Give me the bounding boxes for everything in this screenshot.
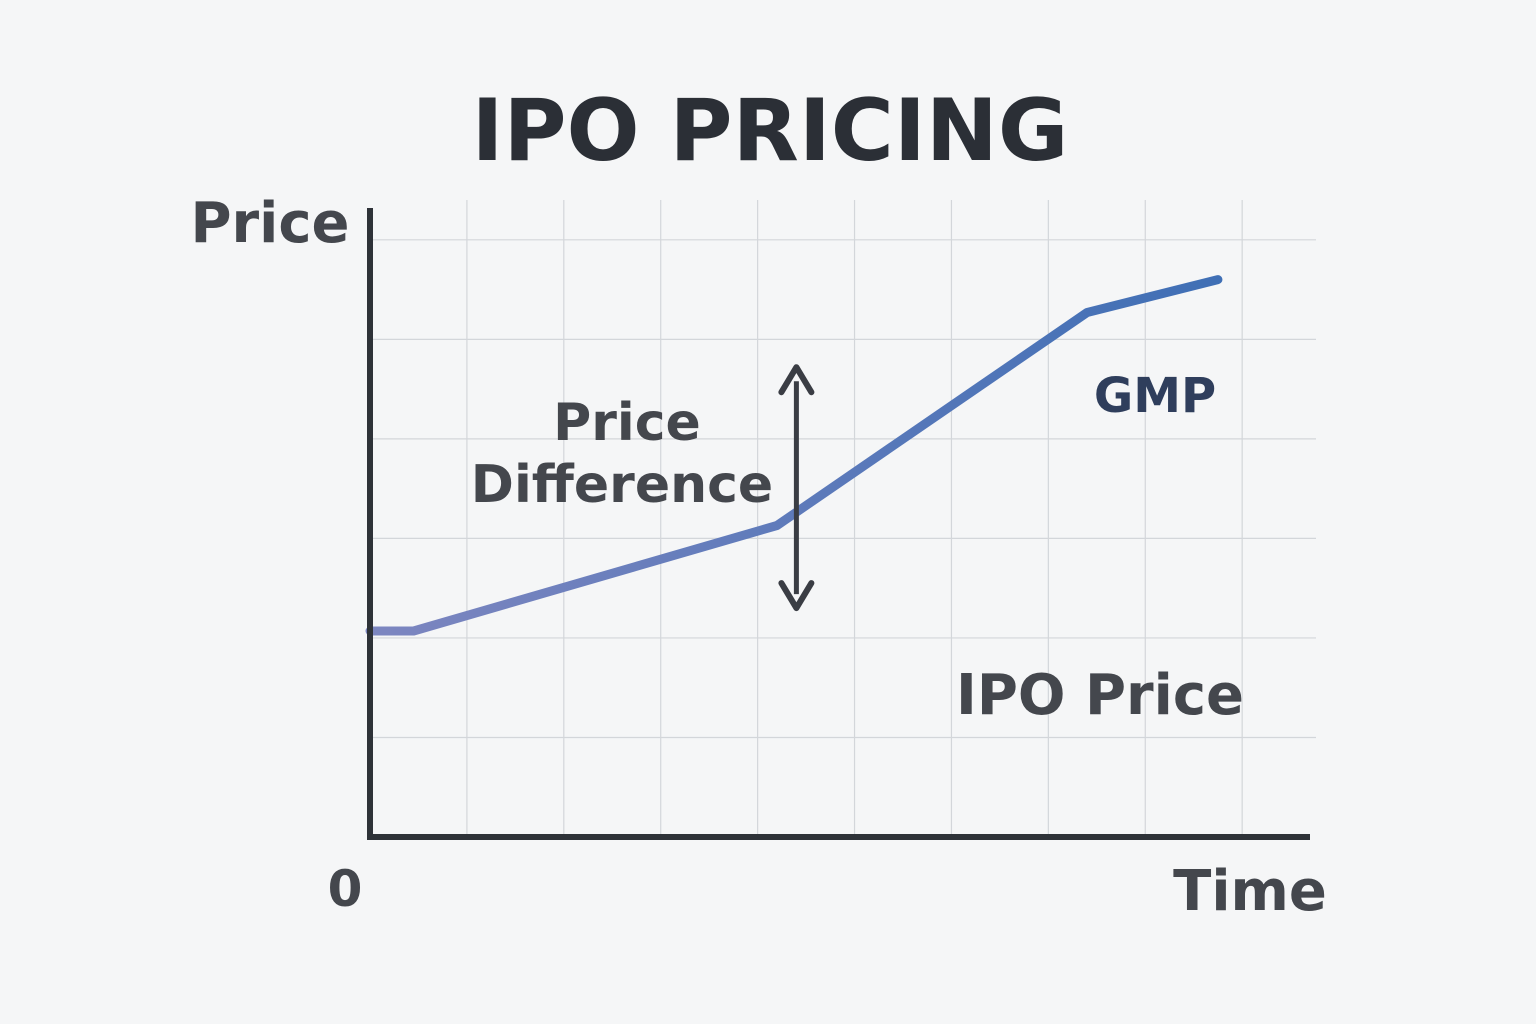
- ipo-price-series-label: IPO Price: [956, 663, 1244, 728]
- origin-tick-label: 0: [328, 860, 363, 918]
- series-lines: [365, 275, 1223, 637]
- price-difference-annotation: Price Difference: [471, 364, 815, 612]
- chart-title: IPO PRICING: [471, 81, 1068, 181]
- annotation-line-2: Difference: [471, 455, 773, 515]
- x-axis-label: Time: [1173, 859, 1327, 924]
- gmp-series-label: GMP: [1094, 368, 1216, 424]
- gmp-line: [365, 275, 1223, 636]
- y-axis-label: Price: [190, 191, 349, 256]
- grid: [370, 200, 1316, 837]
- axes: [367, 208, 1310, 840]
- arrow-head-up-icon: [778, 364, 815, 396]
- annotation-line-1: Price: [553, 393, 701, 453]
- arrow-head-down-icon: [778, 580, 815, 612]
